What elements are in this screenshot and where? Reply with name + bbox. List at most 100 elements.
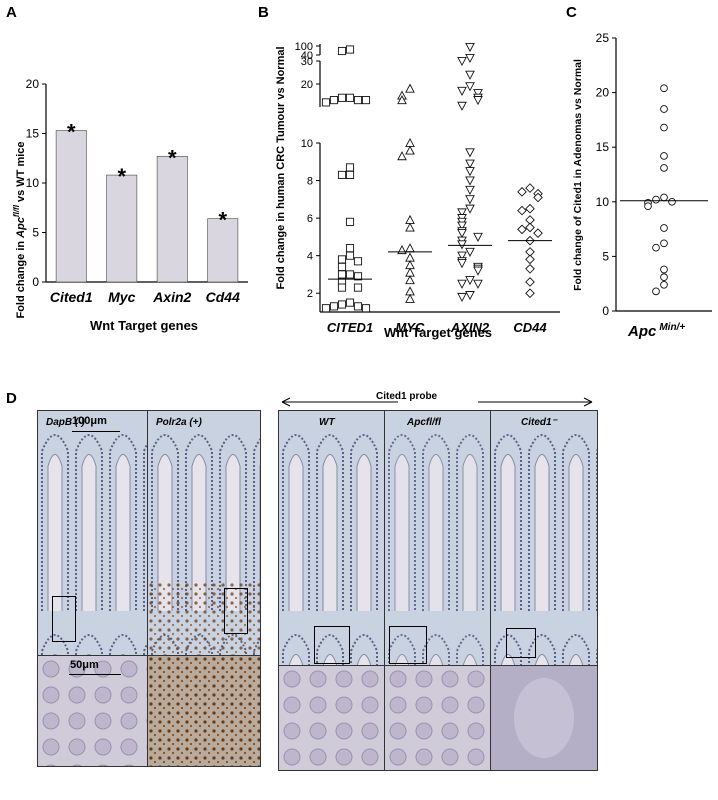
panel-a-bar-chart: Fold change in Apcfl/fl vs WT mice 0 5 10 1… — [12, 77, 248, 333]
micrograph-polr2a-bottom — [147, 655, 261, 767]
data-point — [473, 89, 483, 99]
data-point — [457, 56, 467, 67]
data-point — [652, 287, 660, 296]
inset-box-apcflfl — [389, 626, 427, 664]
data-point — [405, 267, 415, 277]
data-point — [525, 288, 535, 299]
data-point — [465, 185, 475, 196]
data-point — [405, 145, 415, 155]
data-point — [321, 304, 331, 313]
y-tick-label: 20 — [596, 86, 610, 100]
data-point — [525, 254, 535, 265]
significance-star: * — [67, 120, 76, 145]
data-point — [525, 183, 535, 193]
inset-box-cited1-ko — [506, 628, 536, 658]
data-point — [473, 232, 483, 242]
data-point — [361, 96, 371, 105]
data-point — [465, 70, 475, 80]
panel-a-ylabel-sup: fl/fl — [12, 204, 21, 217]
y-tick-label: 15 — [596, 140, 610, 154]
y-tick-label: 8 — [307, 176, 313, 188]
bar-myc — [106, 174, 138, 283]
data-point — [473, 279, 483, 289]
y-tick-label: 30 — [301, 56, 313, 68]
data-point — [457, 229, 467, 239]
inset-box-dapb — [52, 596, 76, 642]
panel-c-xlabel-gene: Apc — [627, 323, 657, 340]
data-point — [345, 45, 355, 54]
data-point — [405, 214, 415, 225]
panel-a-xlabel: Wnt Target genes — [90, 318, 198, 333]
data-point — [660, 152, 668, 160]
label-polr2a: Polr2a (+) — [156, 417, 202, 428]
data-point — [465, 82, 475, 92]
data-point — [533, 228, 543, 238]
data-point — [457, 292, 467, 303]
data-point — [353, 96, 363, 105]
data-point — [345, 217, 355, 226]
panel-letter-b: B — [258, 4, 269, 21]
data-point — [465, 204, 475, 214]
data-point — [345, 270, 355, 279]
data-point — [465, 42, 475, 53]
x-tick-label: Cited1 — [50, 289, 93, 305]
data-point — [337, 93, 347, 102]
data-point — [465, 148, 475, 158]
data-point — [345, 170, 355, 179]
y-tick-label: 4 — [307, 251, 313, 263]
panel-b-ylabel: Fold change in human CRC Tumour vs Norma… — [275, 46, 287, 289]
panel-a-ylabel: Fold change in Apcfl/fl vs WT mice — [12, 141, 27, 318]
data-point — [337, 46, 347, 56]
data-point — [457, 221, 467, 231]
data-point — [660, 239, 668, 248]
data-point — [397, 151, 407, 161]
data-point — [660, 265, 668, 274]
scale-label-bottom: 50μm — [70, 659, 99, 671]
data-point — [525, 222, 535, 233]
tissue-texture — [491, 411, 597, 666]
inset-box-polr2a — [224, 588, 248, 634]
data-point — [345, 298, 355, 307]
tissue-texture — [279, 411, 385, 666]
data-point — [465, 195, 475, 205]
data-point — [345, 93, 355, 102]
data-point — [337, 170, 347, 179]
data-point — [465, 276, 475, 286]
data-point — [337, 283, 347, 292]
data-point — [353, 257, 363, 266]
data-point — [345, 163, 355, 172]
y-tick-label: 10 — [596, 195, 610, 209]
panel-letter-c: C — [566, 4, 577, 21]
tissue-texture — [148, 656, 260, 766]
y-tick-label: 15 — [26, 127, 40, 141]
bar-axin2 — [156, 155, 188, 283]
micrograph-dapb-bottom — [37, 655, 149, 767]
data-point — [465, 53, 475, 64]
panel-b-scatter-plot: Fold change in human CRC Tumour vs Norma… — [275, 41, 560, 340]
data-point — [405, 286, 415, 296]
y-tick-label: 5 — [602, 249, 609, 263]
scale-bar-bottom — [69, 674, 121, 675]
label-wt: WT — [319, 417, 335, 428]
data-point — [329, 96, 339, 105]
x-tick-label: Axin2 — [152, 289, 191, 305]
data-point — [405, 222, 415, 232]
data-point — [337, 262, 347, 271]
significance-star: * — [218, 208, 227, 233]
data-point — [465, 167, 475, 177]
y-tick-label: 0 — [32, 275, 39, 289]
y-tick-label: 5 — [32, 226, 39, 240]
micrograph-polr2a-top: Polr2a (+) — [147, 410, 261, 657]
x-tick-label: Myc — [108, 289, 135, 305]
panel-a-ylabel-prefix: Fold change in — [15, 238, 27, 319]
micrograph-cited1-ko-top: Cited1⁻ — [490, 410, 598, 667]
data-point — [652, 243, 660, 252]
data-point — [405, 275, 415, 285]
micrograph-cited1-ko-bottom — [490, 665, 598, 771]
y-tick-label: 40 — [301, 50, 313, 62]
data-point — [457, 251, 467, 261]
data-point — [525, 203, 535, 214]
inset-box-wt — [314, 626, 350, 664]
data-point — [473, 266, 483, 276]
panel-a-ylabel-suffix: vs WT mice — [15, 141, 27, 205]
